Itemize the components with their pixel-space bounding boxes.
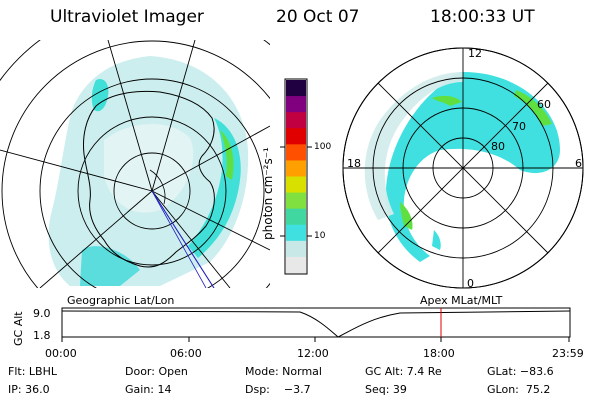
colorbar-segment [286,80,306,97]
colorbar-segment [286,112,306,129]
ip-info: IP: 36.0 [8,383,50,396]
mlat-label-70: 70 [512,120,526,133]
gc-alt-info: GC Alt: 7.4 Re [365,365,442,378]
seq-info: Seq: 39 [365,383,407,396]
colorbar-segment [286,208,306,226]
colorbar-segment [286,256,306,274]
x-tick-0600: 06:00 [170,347,202,360]
colorbar-segment [286,96,306,113]
date-label: 20 Oct 07 [276,7,360,27]
mlt-label-12: 12 [468,47,482,60]
colorbar-segment [286,160,306,177]
colorbar-segment [286,176,306,194]
x-tick-2359: 23:59 [552,347,584,360]
colorbar-segment [286,128,306,145]
gc-alt-timeline [61,307,571,342]
mlt-label-6: 6 [575,157,582,170]
y-tick-high: 9.0 [33,307,51,320]
mlt-label-18: 18 [347,157,361,170]
polar-plot [342,47,584,289]
geographic-label: Geographic Lat/Lon [67,294,175,307]
mlat-label-80: 80 [491,140,505,153]
timeline-y-axis-label: GC Alt [12,311,25,346]
glat-info: GLat: −83.6 [487,365,554,378]
coastline [83,90,215,268]
colorbar-unit-label: photon cm⁻²s⁻¹ [261,147,275,240]
y-tick-low: 1.8 [33,329,51,342]
gain-info: Gain: 14 [125,383,172,396]
mode-info: Mode: Normal [245,365,322,378]
mlat-label-60: 60 [537,98,551,111]
colorbar-segment [286,224,306,242]
x-tick-0000: 00:00 [45,347,77,360]
x-tick-1800: 18:00 [423,347,455,360]
apex-label: Apex MLat/MLT [420,294,503,307]
x-tick-1200: 12:00 [297,347,329,360]
door-info: Door: Open [125,365,188,378]
colorbar-segment [286,144,306,161]
gc-alt-curve [61,310,571,338]
colorbar-tick-10: 10 [314,231,326,241]
dsp-info: Dsp: −3.7 [245,383,311,396]
colorbar-segment [286,192,306,210]
app-title: Ultraviolet Imager [50,7,204,27]
colorbar-segment [286,240,306,258]
color-bar [284,78,308,275]
time-label: 18:00:33 UT [430,7,535,27]
auroral-oval [385,72,560,262]
mlt-label-0: 0 [467,277,474,290]
glon-info: GLon: 75.2 [487,383,551,396]
geographic-map [0,40,270,288]
colorbar-tick-100: 100 [314,142,332,152]
flt-info: Flt: LBHL [8,365,57,378]
